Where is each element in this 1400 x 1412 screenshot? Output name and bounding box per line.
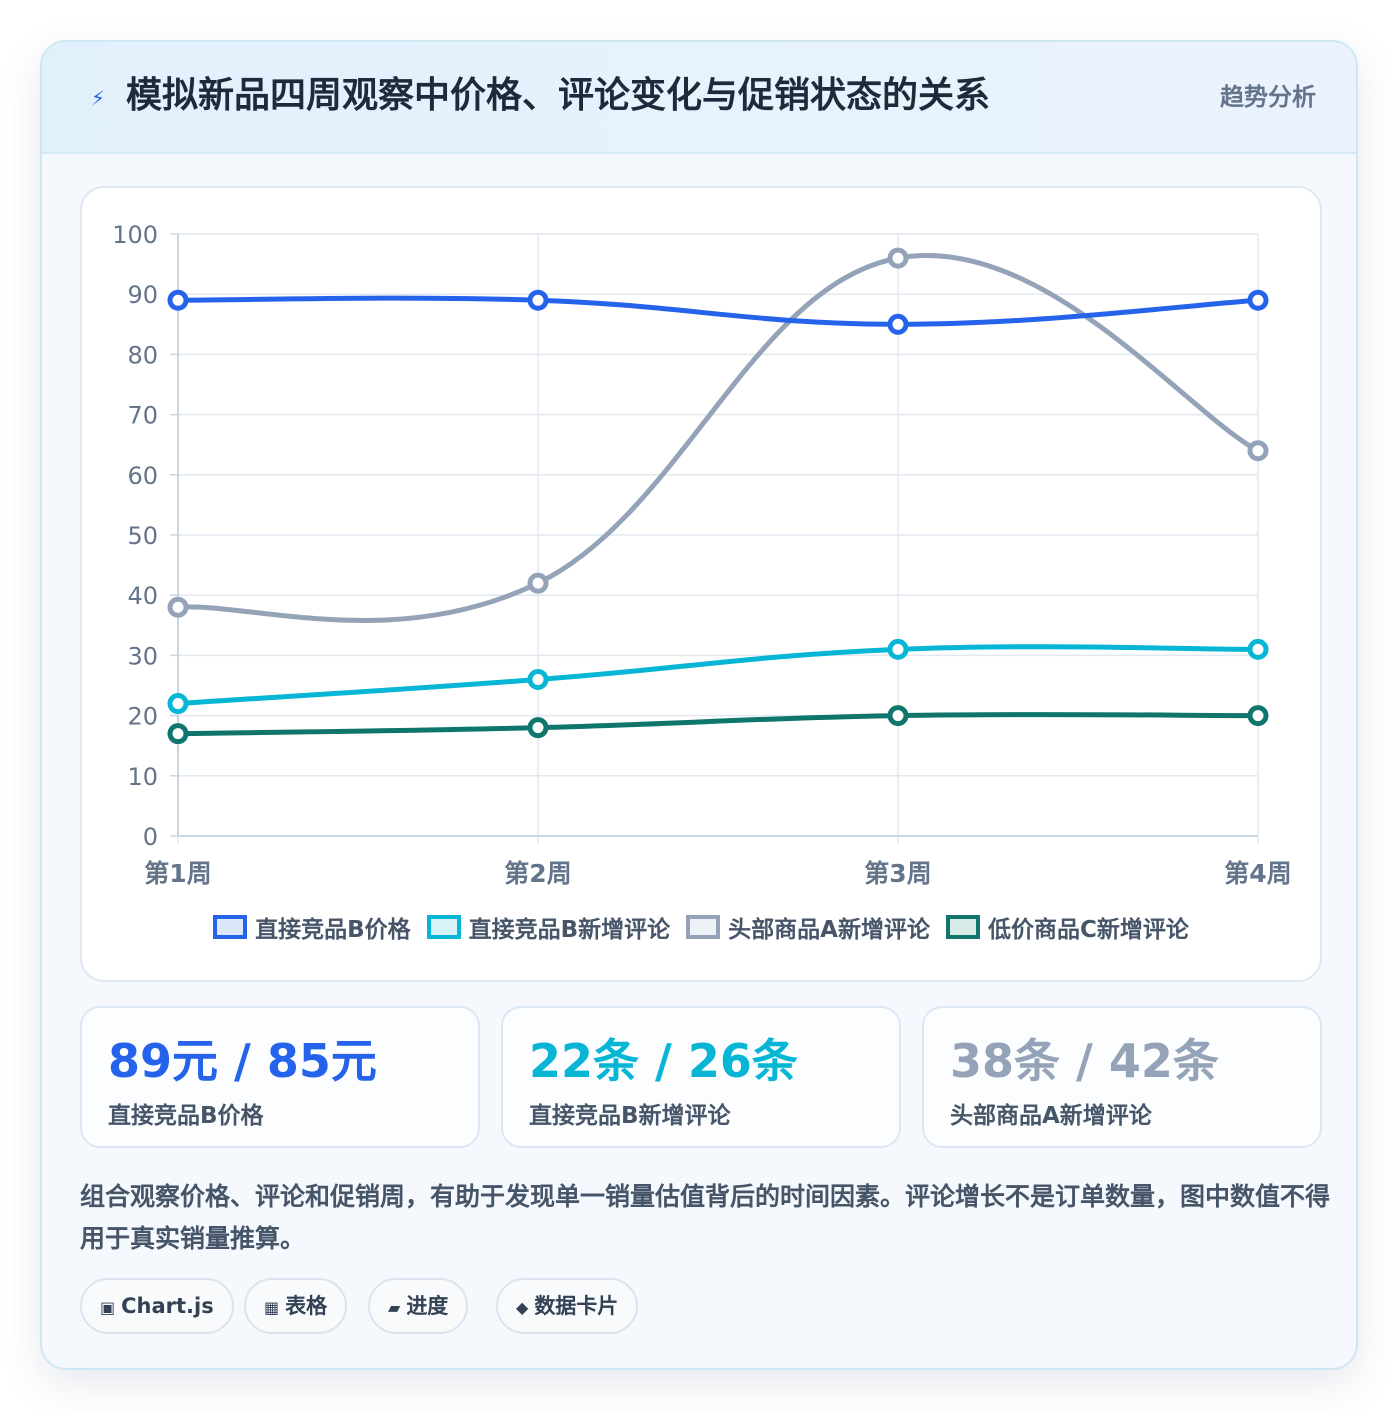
data-point <box>1247 440 1269 462</box>
y-tick-label: 40 <box>127 582 158 610</box>
table-icon: ▦ <box>264 1298 280 1317</box>
pill-chartjs[interactable]: ▣ Chart.js <box>80 1278 234 1334</box>
y-tick-label: 0 <box>143 823 158 851</box>
pill-table[interactable]: ▦ 表格 <box>244 1278 348 1334</box>
stat-value: 22条 / 26条 <box>529 1034 798 1088</box>
legend-item[interactable]: 头部商品A新增评论 <box>686 910 930 944</box>
y-tick-label: 80 <box>127 341 158 369</box>
legend-label: 直接竞品B价格 <box>255 917 411 943</box>
pill-data-card[interactable]: ◆ 数据卡片 <box>496 1278 639 1334</box>
series-line <box>175 712 1261 737</box>
legend-item[interactable]: 直接竞品B价格 <box>213 910 411 944</box>
y-tick-label: 50 <box>127 522 158 550</box>
chart-icon: ▣ <box>100 1298 116 1317</box>
pill-label: Chart.js <box>121 1294 214 1318</box>
data-point <box>167 723 189 745</box>
card-header: ⚡ 模拟新品四周观察中价格、评论变化与促销状态的关系 趋势分析 <box>42 42 1356 154</box>
progress-icon: ▰ <box>388 1298 401 1317</box>
data-point <box>887 313 909 335</box>
data-point <box>1247 705 1269 727</box>
data-point <box>1247 289 1269 311</box>
legend-swatch <box>426 915 461 939</box>
x-tick-label: 第2周 <box>504 859 571 888</box>
data-point <box>527 668 549 690</box>
chart-description: 组合观察价格、评论和促销周，有助于发现单一销量估值背后的时间因素。评论增长不是订… <box>80 1182 1331 1253</box>
stat-label: 直接竞品B价格 <box>108 1103 264 1129</box>
data-point <box>167 596 189 618</box>
chart-panel: 0 10 20 30 40 50 60 70 80 90 100 第1周 第2周 第3周 第4周 直接竞品B… <box>80 186 1322 982</box>
legend-swatch <box>686 915 721 939</box>
y-tick-label: 30 <box>127 642 158 670</box>
y-tick-label: 10 <box>127 763 158 791</box>
legend-item[interactable]: 低价商品C新增评论 <box>945 910 1189 944</box>
stat-card-reviews-b: 22条 / 26条 直接竞品B新增评论 <box>501 1006 901 1148</box>
x-tick-label: 第3周 <box>864 859 931 888</box>
pill-progress[interactable]: ▰ 进度 <box>368 1278 469 1334</box>
stat-value: 38条 / 42条 <box>950 1034 1219 1088</box>
pill-label: 进度 <box>406 1294 449 1318</box>
x-tick-label: 第4周 <box>1224 859 1291 888</box>
data-point <box>527 289 549 311</box>
legend-label: 直接竞品B新增评论 <box>468 917 671 943</box>
trend-tag: 趋势分析 <box>1220 83 1316 111</box>
data-point <box>887 705 909 727</box>
chart-card: ⚡ 模拟新品四周观察中价格、评论变化与促销状态的关系 趋势分析 0 10 20 30 4… <box>40 40 1358 1370</box>
legend-swatch <box>945 915 980 939</box>
data-point <box>887 247 909 269</box>
y-tick-label: 100 <box>112 221 158 249</box>
pill-label: 数据卡片 <box>534 1294 619 1318</box>
data-point <box>1247 638 1269 660</box>
legend-item[interactable]: 直接竞品B新增评论 <box>426 910 671 944</box>
series-line <box>175 644 1261 707</box>
y-tick-label: 70 <box>127 402 158 430</box>
chart-title: 模拟新品四周观察中价格、评论变化与促销状态的关系 <box>126 75 991 116</box>
data-point <box>167 289 189 311</box>
legend-label: 低价商品C新增评论 <box>987 917 1189 943</box>
legend-swatch <box>213 915 248 939</box>
y-tick-label: 60 <box>127 462 158 490</box>
stat-card-price: 89元 / 85元 直接竞品B价格 <box>80 1006 480 1148</box>
series-line <box>175 295 1261 327</box>
lightning-icon: ⚡ <box>90 86 106 110</box>
y-tick-label: 20 <box>127 703 158 731</box>
x-tick-label: 第1周 <box>144 859 211 888</box>
line-chart: 0 10 20 30 40 50 60 70 80 90 100 第1周 第2周 第3周 第4周 <box>112 221 1292 888</box>
stat-label: 头部商品A新增评论 <box>950 1103 1152 1129</box>
chart-legend: 直接竞品B价格 直接竞品B新增评论 头部商品A新增评论 低价商品C新增评论 <box>82 910 1320 950</box>
diamond-icon: ◆ <box>516 1298 529 1317</box>
y-tick-label: 90 <box>127 281 158 309</box>
legend-label: 头部商品A新增评论 <box>728 917 930 943</box>
series-line <box>175 253 1261 623</box>
pill-label: 表格 <box>285 1294 328 1318</box>
data-point <box>887 638 909 660</box>
stat-value: 89元 / 85元 <box>108 1034 377 1088</box>
data-point <box>527 572 549 594</box>
stat-card-reviews-a: 38条 / 42条 头部商品A新增评论 <box>922 1006 1322 1148</box>
data-point <box>527 717 549 739</box>
stat-label: 直接竞品B新增评论 <box>529 1103 731 1129</box>
data-point <box>167 693 189 715</box>
